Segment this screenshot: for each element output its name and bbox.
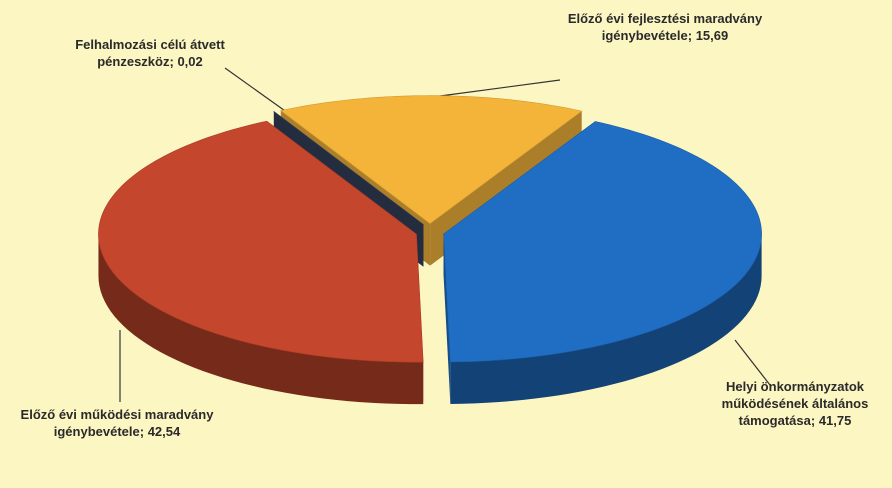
label-name: Előző évi fejlesztési maradvány igénybev…	[567, 11, 763, 43]
label-name: Helyi önkormányzatok működésének általán…	[721, 379, 869, 428]
label-sep: ;	[139, 424, 145, 439]
slice-wall	[450, 233, 762, 404]
data-label: Előző évi működési maradvány igénybevéte…	[12, 406, 222, 440]
slice-wall	[98, 234, 424, 405]
pie-slice	[98, 120, 424, 363]
label-sep: ;	[810, 413, 816, 428]
leader-line	[734, 339, 771, 386]
label-value: 41,75	[818, 413, 852, 428]
pie-slice	[443, 121, 762, 363]
label-name: Felhalmozási célú átvett pénzeszköz	[75, 37, 225, 69]
label-sep: ;	[169, 54, 174, 69]
slice-tops	[98, 95, 762, 363]
label-value: 15,69	[695, 28, 729, 43]
data-label: Felhalmozási célú átvett pénzeszköz; 0,02	[60, 36, 240, 70]
label-value: 42,54	[147, 424, 181, 439]
data-label: Helyi önkormányzatok működésének általán…	[695, 378, 892, 429]
label-sep: ;	[687, 28, 693, 43]
label-value: 0,02	[177, 54, 203, 69]
leader-line	[224, 67, 296, 119]
slice-cut-face	[443, 233, 451, 404]
pie-slice	[273, 111, 424, 225]
label-name: Előző évi működési maradvány igénybevéte…	[20, 407, 214, 439]
leader-line	[439, 79, 561, 97]
pie-slice	[280, 95, 583, 224]
data-label: Előző évi fejlesztési maradvány igénybev…	[555, 10, 775, 44]
